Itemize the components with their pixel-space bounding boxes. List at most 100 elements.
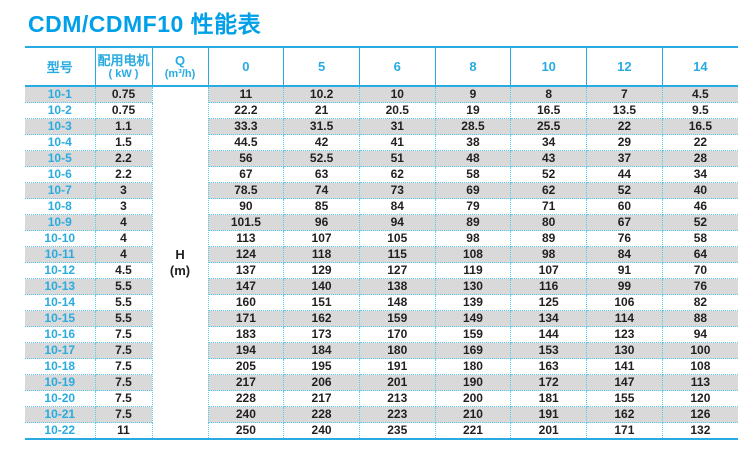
head-value-cell: 153: [510, 342, 588, 359]
head-value-cell: 180: [434, 358, 512, 375]
head-value-cell: 228: [207, 390, 285, 407]
head-value-cell: 105: [358, 230, 436, 247]
header-row: 型号 配用电机 ( kW ) Q (m³/h) 0 5 6 8 10 12 14: [25, 46, 738, 87]
table-row: 10-9 4 101.5 96 94 89 80 67 52: [25, 214, 738, 231]
header-flow-8: 8: [434, 46, 511, 87]
head-value-cell: 221: [434, 422, 512, 439]
head-value-cell: 4.5: [661, 85, 738, 103]
head-value-cell: 22: [661, 134, 738, 151]
table-row: 10-16 7.5 183 173 170 159 144 123 94: [25, 326, 738, 343]
head-value-cell: 25.5: [510, 118, 588, 135]
head-value-cell: 89: [434, 214, 512, 231]
model-cell: 10-11: [25, 246, 96, 263]
head-value-cell: 67: [586, 214, 663, 231]
head-value-cell: 130: [586, 342, 663, 359]
head-value-cell: 67: [207, 166, 285, 183]
head-value-cell: 44: [586, 166, 663, 183]
head-value-cell: 217: [207, 374, 285, 391]
head-value-cell: 37: [586, 150, 663, 167]
head-value-cell: 96: [283, 214, 360, 231]
head-value-cell: 181: [510, 390, 588, 407]
head-value-cell: 21: [283, 102, 360, 119]
head-value-cell: 170: [358, 326, 436, 343]
model-cell: 10-16: [25, 326, 96, 343]
header-motor-unit: ( kW ): [108, 67, 139, 80]
head-value-cell: 58: [434, 166, 512, 183]
head-value-cell: 89: [510, 230, 588, 247]
head-value-cell: 91: [586, 262, 663, 279]
head-value-cell: 98: [434, 230, 512, 247]
head-value-cell: 120: [661, 390, 738, 407]
model-cell: 10-20: [25, 390, 96, 407]
head-value-cell: 160: [207, 294, 285, 311]
head-value-cell: 48: [434, 150, 512, 167]
head-value-cell: 107: [283, 230, 360, 247]
head-value-cell: 63: [283, 166, 360, 183]
model-cell: 10-4: [25, 134, 96, 151]
motor-kw-cell: 4: [94, 214, 153, 231]
motor-kw-cell: 2.2: [94, 166, 153, 183]
head-value-cell: 69: [434, 182, 512, 199]
model-cell: 10-10: [25, 230, 96, 247]
head-value-cell: 115: [358, 246, 436, 263]
head-value-cell: 64: [661, 246, 738, 263]
head-value-cell: 201: [510, 422, 588, 439]
page-title: CDM/CDMF10 性能表: [28, 11, 262, 37]
motor-kw-cell: 5.5: [94, 278, 153, 295]
motor-kw-cell: 4.5: [94, 262, 153, 279]
head-value-cell: 108: [661, 358, 738, 375]
head-value-cell: 76: [586, 230, 663, 247]
head-value-cell: 116: [510, 278, 588, 295]
head-value-cell: 7: [586, 85, 663, 103]
head-value-cell: 119: [434, 262, 512, 279]
head-value-cell: 124: [207, 246, 285, 263]
header-flow-12: 12: [586, 46, 663, 87]
head-value-cell: 195: [283, 358, 360, 375]
head-value-cell: 140: [283, 278, 360, 295]
head-value-cell: 113: [661, 374, 738, 391]
head-value-cell: 106: [586, 294, 663, 311]
header-flow-14: 14: [661, 46, 738, 87]
head-value-cell: 31.5: [283, 118, 360, 135]
model-cell: 10-15: [25, 310, 96, 327]
head-value-cell: 217: [283, 390, 360, 407]
table-row: 10-8 3 90 85 84 79 71 60 46: [25, 198, 738, 215]
head-value-cell: 88: [661, 310, 738, 327]
head-value-cell: 44.5: [207, 134, 285, 151]
head-value-cell: 162: [283, 310, 360, 327]
head-value-cell: 172: [510, 374, 588, 391]
performance-table: 型号 配用电机 ( kW ) Q (m³/h) 0 5 6 8 10 12 14 10-1 0…: [25, 46, 738, 440]
head-value-cell: 51: [358, 150, 436, 167]
model-cell: 10-22: [25, 422, 96, 439]
head-value-cell: 129: [283, 262, 360, 279]
motor-kw-cell: 5.5: [94, 310, 153, 327]
head-value-cell: 144: [510, 326, 588, 343]
head-value-cell: 173: [283, 326, 360, 343]
table-row: 10-13 5.5 147 140 138 130 116 99 76: [25, 278, 738, 295]
table-row: 10-22 11 250 240 235 221 201 171 132: [25, 422, 738, 439]
header-model: 型号: [25, 46, 96, 87]
head-value-cell: 169: [434, 342, 512, 359]
head-value-cell: 123: [586, 326, 663, 343]
head-value-cell: 52.5: [283, 150, 360, 167]
table-row: 10-14 5.5 160 151 148 139 125 106 82: [25, 294, 738, 311]
head-value-cell: 132: [661, 422, 738, 439]
table-row: 10-17 7.5 194 184 180 169 153 130 100: [25, 342, 738, 359]
table-row: 10-18 7.5 205 195 191 180 163 141 108: [25, 358, 738, 375]
table-row: 10-20 7.5 228 217 213 200 181 155 120: [25, 390, 738, 407]
head-value-cell: 100: [661, 342, 738, 359]
head-value-cell: 113: [207, 230, 285, 247]
head-value-cell: 159: [434, 326, 512, 343]
model-cell: 10-18: [25, 358, 96, 375]
table-row: 10-3 1.1 33.3 31.5 31 28.5 25.5 22 16.5: [25, 118, 738, 135]
head-value-cell: 138: [358, 278, 436, 295]
head-value-cell: 33.3: [207, 118, 285, 135]
table-header: 型号 配用电机 ( kW ) Q (m³/h) 0 5 6 8 10 12 14: [25, 46, 738, 87]
header-q-label: Q: [174, 52, 186, 68]
model-cell: 10-8: [25, 198, 96, 215]
head-value-cell: 191: [510, 406, 588, 423]
model-cell: 10-9: [25, 214, 96, 231]
table-row: 10-7 3 78.5 74 73 69 62 52 40: [25, 182, 738, 199]
model-cell: 10-19: [25, 374, 96, 391]
head-value-cell: 13.5: [586, 102, 663, 119]
